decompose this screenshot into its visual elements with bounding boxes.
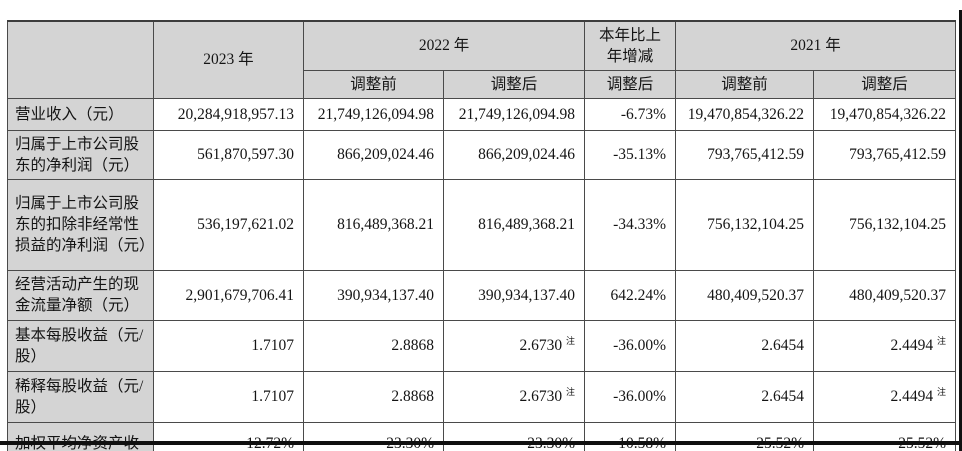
- yoy-header-text: 本年比上年增减: [599, 26, 662, 65]
- cell-2021-after: 756,132,104.25: [813, 178, 957, 271]
- cell-yoy: -36.00%: [584, 319, 677, 372]
- cell-2022-after: 866,209,024.46: [442, 129, 586, 180]
- column-header-2022: 2022 年: [302, 20, 586, 71]
- cell-2022-after: 390,934,137.40: [442, 269, 586, 321]
- cell-2023: 536,197,621.02: [153, 178, 304, 271]
- table-row-revenue: 营业收入（元） 20,284,918,957.13 21,749,126,094…: [7, 97, 957, 131]
- table-row-weighted-avg-roe: 加权平均净资产收 12.72% 23.30% 23.30% -10.58% 25…: [7, 421, 957, 451]
- cell-2023: 561,870,597.30: [153, 129, 304, 180]
- cell-2021-after: 480,409,520.37: [813, 269, 957, 321]
- cell-value: 2.6730: [519, 337, 563, 354]
- cell-2021-after: 19,470,854,326.22: [813, 97, 957, 131]
- cell-2023: 1.7107: [153, 319, 304, 372]
- cell-2021-before: 793,765,412.59: [675, 129, 815, 180]
- row-label: 营业收入（元）: [7, 97, 154, 131]
- subheader-2021-adjust-before: 调整前: [675, 69, 815, 99]
- cell-2021-before: 19,470,854,326.22: [675, 97, 815, 131]
- cell-2023: 20,284,918,957.13: [153, 97, 304, 131]
- table-row-basic-eps: 基本每股收益（元/股） 1.7107 2.8868 2.6730 注 -36.0…: [7, 319, 957, 372]
- cell-2022-after: 2.6730 注: [442, 319, 586, 372]
- cell-2022-before: 23.30%: [303, 421, 444, 451]
- row-label: 归属于上市公司股东的净利润（元）: [7, 129, 154, 180]
- cell-2021-before: 756,132,104.25: [675, 178, 815, 271]
- cell-2021-after: 2.4494 注: [813, 370, 957, 423]
- table-row-diluted-eps: 稀释每股收益（元/股） 1.7107 2.8868 2.6730 注 -36.0…: [7, 370, 957, 423]
- table-row-net-profit-excl-nonrecurring: 归属于上市公司股东的扣除非经常性损益的净利润（元） 536,197,621.02…: [7, 178, 957, 271]
- page-edge-right: [959, 10, 962, 451]
- note-marker: 注: [566, 335, 576, 346]
- cell-yoy: -6.73%: [584, 97, 677, 131]
- cell-2021-before: 25.52%: [675, 421, 815, 451]
- cell-2023: 12.72%: [153, 421, 304, 451]
- subheader-2022-adjust-before: 调整前: [303, 69, 444, 99]
- cell-2022-before: 866,209,024.46: [303, 129, 444, 180]
- cell-2021-after: 2.4494 注: [813, 319, 957, 372]
- cell-2022-before: 2.8868: [303, 370, 444, 423]
- cell-yoy: -36.00%: [584, 370, 677, 423]
- cell-2022-after: 23.30%: [442, 421, 586, 451]
- cell-2021-before: 2.6454: [675, 319, 815, 372]
- cell-yoy: -35.13%: [584, 129, 677, 180]
- cell-yoy: -10.58%: [584, 421, 677, 451]
- column-header-yoy: 本年比上年增减: [584, 20, 677, 71]
- cell-2022-before: 2.8868: [303, 319, 444, 372]
- cell-2021-after: 793,765,412.59: [813, 129, 957, 180]
- cell-2022-before: 816,489,368.21: [303, 178, 444, 271]
- corner-blank-cell: [7, 20, 154, 99]
- cell-2022-after: 21,749,126,094.98: [442, 97, 586, 131]
- cell-value: 2.4494: [890, 388, 934, 405]
- financial-summary-table: 2023 年 2022 年 本年比上年增减 2021 年 调整前 调整后 调整后…: [7, 20, 957, 451]
- table-row-net-profit: 归属于上市公司股东的净利润（元） 561,870,597.30 866,209,…: [7, 129, 957, 180]
- note-marker: 注: [937, 335, 947, 346]
- cell-2023: 2,901,679,706.41: [153, 269, 304, 321]
- cell-2021-before: 480,409,520.37: [675, 269, 815, 321]
- cell-value: 2.4494: [890, 337, 934, 354]
- column-header-2021: 2021 年: [675, 20, 957, 71]
- cell-yoy: 642.24%: [584, 269, 677, 321]
- cell-2022-after: 816,489,368.21: [442, 178, 586, 271]
- row-label: 加权平均净资产收: [7, 421, 154, 451]
- row-label: 归属于上市公司股东的扣除非经常性损益的净利润（元）: [7, 178, 154, 271]
- cell-2021-before: 2.6454: [675, 370, 815, 423]
- page-edge-bottom: [0, 441, 962, 445]
- subheader-2022-adjust-after: 调整后: [442, 69, 586, 99]
- cell-2022-after: 2.6730 注: [442, 370, 586, 423]
- cell-2022-before: 21,749,126,094.98: [303, 97, 444, 131]
- cell-2021-after: 25.52%: [813, 421, 957, 451]
- table-row-operating-cash-flow: 经营活动产生的现金流量净额（元） 2,901,679,706.41 390,93…: [7, 269, 957, 321]
- cell-2022-before: 390,934,137.40: [303, 269, 444, 321]
- row-label: 经营活动产生的现金流量净额（元）: [7, 269, 154, 321]
- cell-value: 2.6730: [519, 388, 563, 405]
- row-label: 稀释每股收益（元/股）: [7, 370, 154, 423]
- note-marker: 注: [937, 386, 947, 397]
- column-header-2023: 2023 年: [153, 20, 304, 99]
- subheader-yoy-adjust-after: 调整后: [584, 69, 677, 99]
- note-marker: 注: [566, 386, 576, 397]
- cell-yoy: -34.33%: [584, 178, 677, 271]
- row-label: 基本每股收益（元/股）: [7, 319, 154, 372]
- cell-2023: 1.7107: [153, 370, 304, 423]
- subheader-2021-adjust-after: 调整后: [813, 69, 957, 99]
